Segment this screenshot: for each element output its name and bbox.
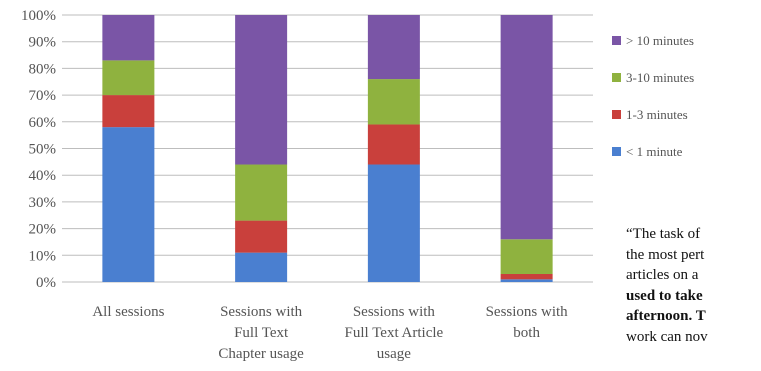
legend-item: 3-10 minutes [612,59,761,96]
bar-segment [500,239,553,274]
quote-line: used to take [626,287,703,304]
quote-line: the most pert [626,246,705,263]
legend-label: 1-3 minutes [626,106,688,122]
stacked-bar-chart: 0% 10% 20% 30% 40% 50% 60% 70% 80% 90% 100% All se… [21,8,593,362]
bar-segment [500,273,553,280]
x-category-label-line: Sessions with [486,304,569,320]
legend-swatch [612,147,621,156]
y-tick-label: 20% [29,222,57,238]
bar-segment [235,15,288,165]
legend-swatch [612,110,621,119]
legend: > 10 minutes 3-10 minutes 1-3 minutes < 1 m… [612,22,761,170]
quote-text: “The task of the most pert articles on a us… [626,224,761,371]
bar-segment [500,15,553,240]
x-category-label: Sessions with Full Text Article usage [345,304,444,362]
legend-item: > 10 minutes [612,22,761,59]
x-category-label-line: Chapter usage [218,346,304,362]
bar-segment [367,79,420,125]
y-axis-ticks: 0% 10% 20% 30% 40% 50% 60% 70% 80% 90% 100% [21,8,56,291]
legend-item: < 1 minute [612,133,761,170]
y-tick-label: 90% [29,35,57,51]
bar-segment [367,15,420,80]
bar-segment [235,220,288,253]
quote-line: articles on a [626,267,699,283]
legend-label: > 10 minutes [626,32,694,48]
y-tick-label: 100% [21,8,56,24]
legend-item: 1-3 minutes [612,96,761,133]
y-tick-label: 40% [29,168,57,184]
y-tick-label: 0% [36,275,56,291]
bar-segment [102,60,155,96]
x-category-label: Sessions with Full Text Chapter usage [218,304,304,362]
x-category-label: All sessions [92,304,164,320]
quote-line: afternoon. T [626,308,706,324]
quote-line: work can nov [626,328,708,345]
quote-line: “The task of [626,226,701,242]
y-tick-label: 70% [29,88,57,104]
bar-segment [367,124,420,165]
y-tick-label: 50% [29,142,57,158]
legend-swatch [612,73,621,82]
x-category-label-line: both [513,325,540,341]
y-tick-label: 80% [29,61,57,77]
x-category-label-line: usage [377,346,411,362]
y-tick-label: 60% [29,115,57,131]
x-category-label-line: Full Text [234,325,289,341]
bar-segment [500,279,553,282]
legend-label: 3-10 minutes [626,69,695,85]
bar-segment [367,164,420,282]
x-category-label-line: Sessions with [353,304,436,320]
bar-segment [102,95,155,128]
x-category-label: Sessions with both [486,304,569,341]
bar-segment [102,15,155,61]
bar-segment [102,127,155,282]
x-axis-labels: All sessions Sessions with Full Text Chapte… [92,304,568,362]
x-category-label-line: Full Text Article [345,325,444,341]
bar-segment [235,252,288,282]
legend-label: < 1 minute [626,143,683,159]
y-tick-label: 10% [29,248,57,264]
x-category-label-line: All sessions [92,304,164,320]
bar-segment [235,164,288,221]
legend-swatch [612,36,621,45]
x-category-label-line: Sessions with [220,304,303,320]
bars [102,15,553,282]
y-tick-label: 30% [29,195,57,211]
